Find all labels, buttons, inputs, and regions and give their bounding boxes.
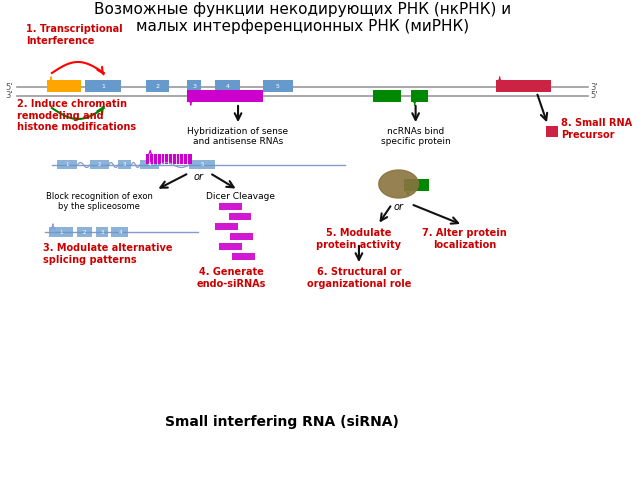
Bar: [230, 233, 253, 240]
Text: ncRNAs bind
specific protein: ncRNAs bind specific protein: [381, 127, 451, 146]
Bar: [232, 253, 255, 260]
Text: 1: 1: [59, 229, 63, 235]
Text: 1: 1: [65, 162, 69, 167]
Bar: [147, 154, 192, 164]
Text: 4: 4: [226, 84, 230, 88]
Text: 3: 3: [192, 84, 196, 88]
Text: or: or: [394, 202, 404, 212]
Text: or: or: [193, 172, 204, 182]
Text: 4: 4: [118, 229, 122, 235]
Text: 7. Alter protein
localization: 7. Alter protein localization: [422, 228, 507, 250]
Bar: [219, 203, 242, 210]
Text: 1: 1: [101, 84, 105, 88]
Text: 5: 5: [276, 84, 280, 88]
Bar: [47, 80, 81, 92]
Bar: [85, 80, 121, 92]
Text: 2. Induce chromatin
remodeling and
histone modifications: 2. Induce chromatin remodeling and histo…: [17, 99, 136, 132]
Bar: [187, 80, 201, 92]
Bar: [373, 90, 401, 102]
Text: 2: 2: [83, 229, 86, 235]
Text: 2: 2: [97, 162, 101, 167]
Text: 8. Small RNA
Precursor: 8. Small RNA Precursor: [561, 118, 632, 140]
Bar: [90, 160, 109, 169]
Bar: [219, 243, 242, 250]
Bar: [118, 160, 131, 169]
Text: 5': 5': [590, 92, 598, 100]
Bar: [216, 80, 240, 92]
Bar: [228, 213, 252, 220]
Bar: [97, 227, 108, 237]
Text: Small interfering RNA (siRNA): Small interfering RNA (siRNA): [165, 415, 399, 429]
Ellipse shape: [379, 170, 419, 198]
Text: 6. Structural or
organizational role: 6. Structural or organizational role: [307, 267, 411, 288]
Bar: [411, 90, 428, 102]
Bar: [111, 227, 129, 237]
Bar: [404, 179, 429, 191]
Bar: [57, 160, 77, 169]
Bar: [189, 160, 216, 169]
Text: 3: 3: [100, 229, 104, 235]
Text: 5': 5': [6, 83, 13, 92]
Text: Hybridization of sense
and antisense RNAs: Hybridization of sense and antisense RNA…: [188, 127, 289, 146]
Text: 2: 2: [156, 84, 160, 88]
Text: Dicer Cleavage: Dicer Cleavage: [206, 192, 275, 201]
Text: 3: 3: [123, 162, 127, 167]
Bar: [496, 80, 550, 92]
Bar: [147, 80, 169, 92]
Text: 3. Modulate alternative
splicing patterns: 3. Modulate alternative splicing pattern…: [42, 243, 172, 264]
Text: Возможные функции некодирующих РНК (нкРНК) и
малых интерференционных РНК (миРНК): Возможные функции некодирующих РНК (нкРН…: [93, 2, 511, 35]
Bar: [216, 223, 238, 230]
Text: 3': 3': [6, 92, 13, 100]
Text: 3': 3': [590, 83, 598, 92]
Bar: [77, 227, 92, 237]
Text: 5: 5: [200, 162, 204, 167]
Bar: [49, 227, 73, 237]
Bar: [262, 80, 293, 92]
Bar: [187, 90, 262, 102]
Text: 4: 4: [147, 162, 151, 167]
Bar: [546, 126, 558, 137]
Text: 5. Modulate
protein activity: 5. Modulate protein activity: [316, 228, 401, 250]
Bar: [140, 160, 159, 169]
Text: 1. Transcriptional
Interference: 1. Transcriptional Interference: [26, 24, 123, 46]
Text: Block recognition of exon
by the spliceosome: Block recognition of exon by the spliceo…: [45, 192, 152, 211]
Text: 4. Generate
endo-siRNAs: 4. Generate endo-siRNAs: [196, 267, 266, 288]
